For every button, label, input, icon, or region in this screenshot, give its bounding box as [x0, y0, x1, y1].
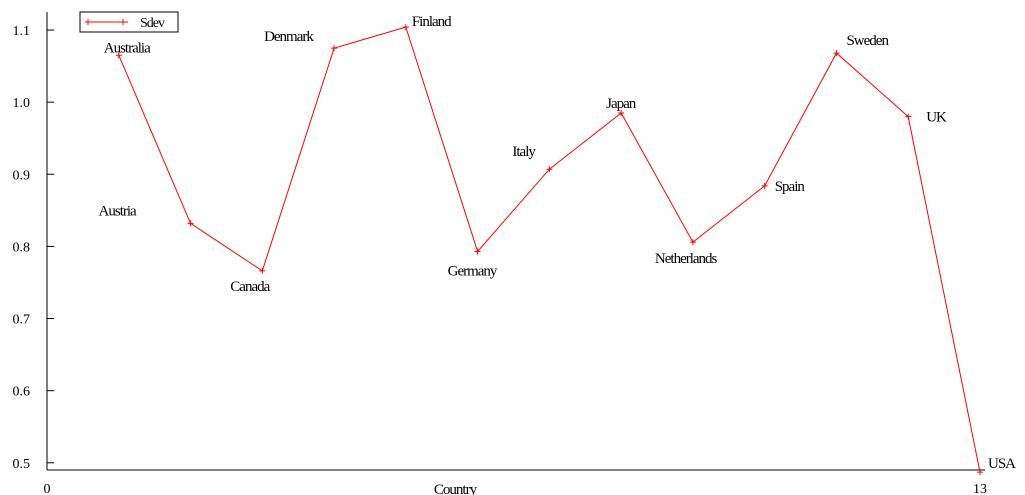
point-label: Netherlands — [655, 251, 718, 267]
point-label: Italy — [512, 144, 536, 160]
data-point — [474, 248, 481, 255]
y-tick-label: 0.9 — [13, 168, 31, 183]
point-labels: Australia Austria Canada Denmark Finland Germ… — [99, 14, 1018, 472]
data-point — [187, 220, 194, 227]
data-point — [618, 109, 625, 116]
x-ticks: 0 13 — [44, 482, 988, 495]
data-point — [905, 113, 912, 120]
data-point — [259, 267, 266, 274]
data-point — [115, 52, 122, 59]
x-tick-label: 0 — [44, 482, 51, 495]
y-tick-label: 0.7 — [13, 313, 31, 328]
point-label: Finland — [412, 14, 452, 30]
data-point — [977, 469, 983, 476]
y-tick-label: 0.8 — [13, 240, 31, 255]
point-label: USA — [988, 456, 1016, 472]
data-point — [546, 166, 553, 173]
point-label: Austria — [99, 203, 137, 219]
data-point — [833, 50, 840, 57]
x-axis-title: Country — [434, 482, 478, 495]
point-label: Spain — [775, 179, 806, 195]
y-tick-label: 1.1 — [13, 24, 31, 39]
x-tick-label: 13 — [973, 482, 987, 495]
y-tick-label: 1.0 — [13, 96, 31, 111]
axes — [46, 12, 985, 471]
legend-label: Sdev — [140, 16, 165, 31]
point-label: Germany — [448, 263, 498, 279]
point-label: Australia — [104, 40, 151, 56]
y-ticks: 0.5 0.6 0.7 0.8 0.9 1.0 1.1 — [13, 24, 54, 472]
data-point — [331, 45, 338, 52]
legend-marker-right — [120, 19, 126, 25]
point-label: UK — [926, 110, 947, 126]
data-point — [689, 239, 696, 246]
legend-box — [79, 11, 179, 33]
y-tick-label: 0.5 — [13, 457, 31, 472]
point-label: Japan — [606, 96, 637, 112]
y-tick-label: 0.6 — [13, 385, 31, 400]
data-point — [402, 24, 409, 31]
series-line — [118, 26, 981, 473]
legend-marker-left — [85, 19, 91, 25]
point-label: Canada — [230, 279, 270, 295]
series-layer — [115, 24, 983, 476]
data-point — [761, 182, 768, 189]
point-label: Sweden — [846, 33, 889, 49]
point-label: Denmark — [264, 29, 314, 45]
legend: Sdev — [79, 11, 179, 33]
